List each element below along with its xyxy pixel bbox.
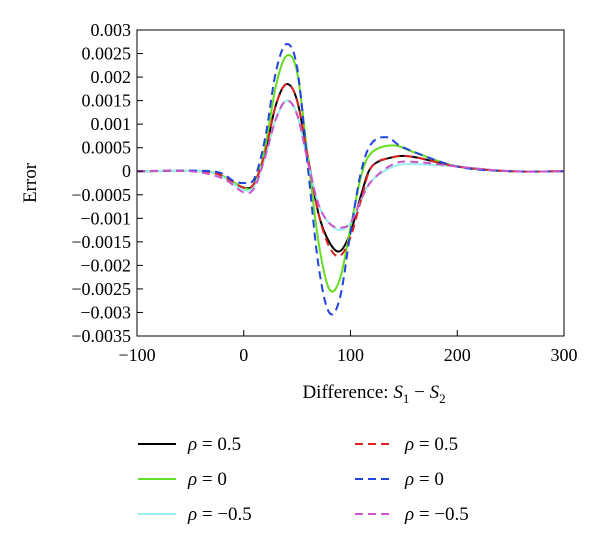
y-tick-label: 0.0015 [82, 91, 132, 111]
legend-value: = −0.5 [197, 504, 252, 525]
y-tick-label: −0.0005 [71, 185, 131, 205]
x-axis-title-minus: − [409, 382, 429, 403]
y-tick-label: −0.0035 [71, 326, 131, 346]
series-layer [136, 43, 565, 316]
x-axis-title: Difference: S1 − S2 [302, 382, 445, 406]
legend-label-1: ρ = 0.5 [187, 434, 241, 455]
x-tick-label: −100 [118, 345, 155, 365]
y-tick-label: 0 [122, 161, 131, 181]
legend-rho: ρ [187, 504, 197, 525]
y-tick-label: 0.002 [91, 67, 132, 87]
x-axis-title-sub2: 2 [439, 391, 446, 406]
plot-area [136, 29, 565, 337]
legend-label-6: ρ = −0.5 [404, 504, 469, 525]
x-axis-title-s1: S [393, 382, 403, 403]
x-tick-label: 100 [337, 345, 364, 365]
y-axis: 0.003 0.0025 0.002 0.0015 0.001 0.0005 0 −0.000… [71, 20, 143, 346]
series-line-6 [136, 99, 565, 229]
x-tick-label: 200 [444, 345, 471, 365]
y-tick-label: 0.0025 [82, 44, 132, 64]
x-tick-label: 300 [551, 345, 578, 365]
x-axis-title-sub1: 1 [403, 391, 410, 406]
legend-rho: ρ [404, 504, 414, 525]
legend-value: = −0.5 [414, 504, 469, 525]
series-line-3 [136, 99, 565, 232]
series-line-2 [136, 54, 565, 293]
legend-rho: ρ [404, 469, 414, 490]
legend-value: = 0 [197, 469, 227, 490]
y-tick-label: −0.0015 [71, 232, 131, 252]
y-tick-label: 0.0005 [82, 138, 132, 158]
x-tick-label: 0 [239, 345, 248, 365]
legend-value: = 0.5 [414, 434, 458, 455]
x-axis: −100 0 100 200 300 [118, 330, 578, 365]
series-line-4 [136, 83, 565, 258]
legend-rho: ρ [187, 469, 197, 490]
y-tick-label: −0.0025 [71, 279, 131, 299]
legend-rho: ρ [404, 434, 414, 455]
legend-value: = 0.5 [197, 434, 241, 455]
legend-value: = 0 [414, 469, 444, 490]
legend-label-2: ρ = 0 [187, 469, 227, 490]
y-axis-title: Error [20, 162, 41, 203]
y-tick-label: −0.001 [80, 208, 131, 228]
legend-label-3: ρ = −0.5 [187, 504, 252, 525]
y-tick-label: −0.003 [80, 302, 131, 322]
legend-label-4: ρ = 0.5 [404, 434, 458, 455]
y-tick-label: 0.003 [91, 20, 132, 40]
x-axis-title-s2: S [430, 382, 440, 403]
series-line-5 [136, 43, 565, 316]
legend-rho: ρ [187, 434, 197, 455]
y-tick-label: −0.002 [80, 255, 131, 275]
plot-frame [136, 29, 565, 337]
x-axis-title-prefix: Difference: [302, 382, 393, 403]
y-tick-label: 0.001 [91, 114, 132, 134]
legend: ρ = 0.5ρ = 0ρ = −0.5ρ = 0.5ρ = 0ρ = −0.5 [138, 434, 469, 525]
legend-label-5: ρ = 0 [404, 469, 444, 490]
